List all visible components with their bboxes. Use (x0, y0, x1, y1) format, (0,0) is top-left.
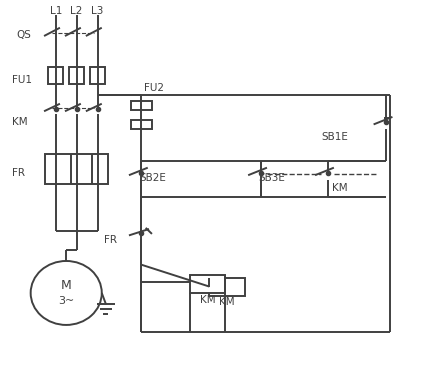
Bar (209, 277, 245, 296)
Text: KM: KM (332, 183, 347, 193)
Text: L2: L2 (70, 6, 83, 16)
Text: KM: KM (200, 296, 215, 305)
Text: L1: L1 (50, 6, 62, 16)
Text: FR: FR (12, 168, 25, 178)
Text: KM: KM (12, 117, 27, 127)
Text: FU1: FU1 (12, 75, 32, 85)
Text: SB1E: SB1E (321, 132, 348, 142)
Bar (90, 67, 105, 84)
Text: FR: FR (104, 235, 117, 245)
Text: M: M (61, 279, 72, 292)
Text: SB2E: SB2E (139, 173, 166, 183)
Bar (189, 275, 225, 293)
Text: KM: KM (219, 298, 235, 307)
Text: FU2: FU2 (144, 83, 164, 93)
Bar (131, 120, 152, 129)
Text: 3~: 3~ (58, 296, 75, 306)
Text: L3: L3 (91, 6, 104, 16)
Bar (131, 101, 152, 111)
Text: QS: QS (16, 30, 31, 40)
Circle shape (31, 261, 102, 325)
Bar (45, 154, 108, 184)
Text: SB3E: SB3E (258, 173, 285, 183)
Bar (48, 67, 63, 84)
Bar (69, 67, 84, 84)
